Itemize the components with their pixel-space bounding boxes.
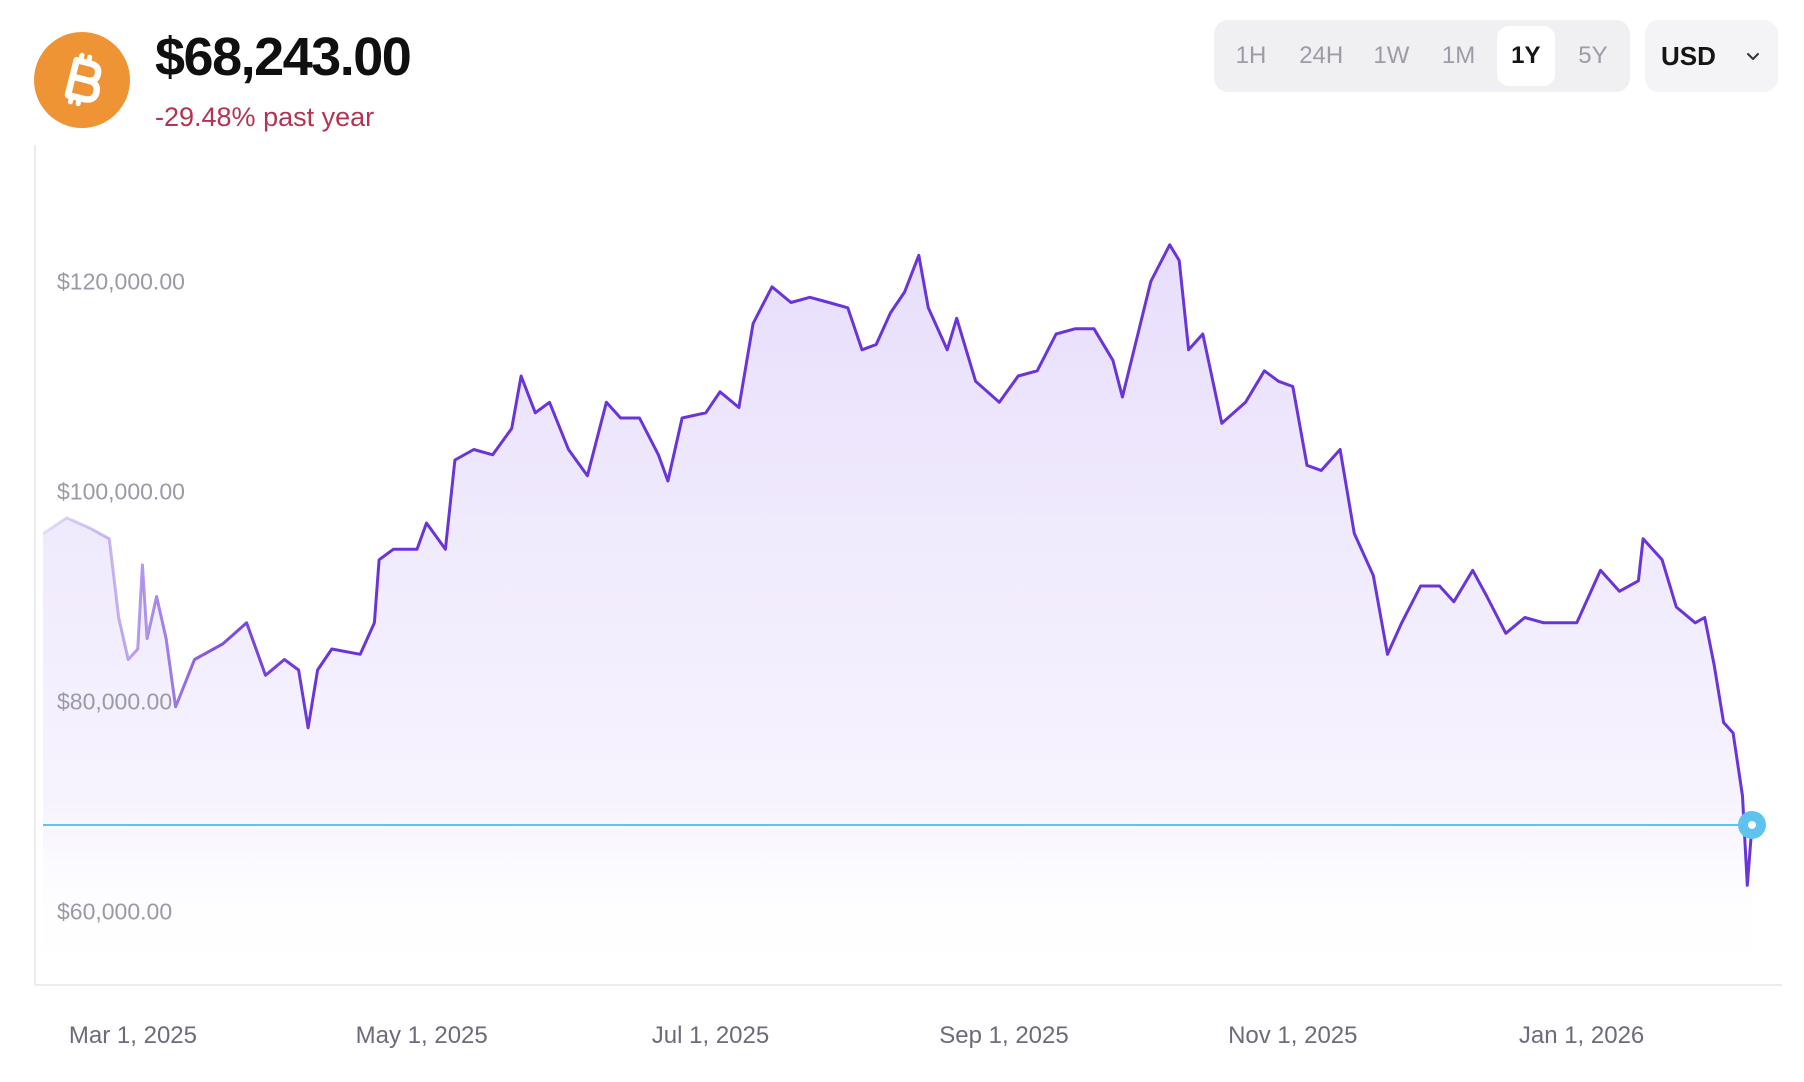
range-1h-button[interactable]: 1H	[1235, 42, 1267, 69]
x-axis-tick-label: Sep 1, 2025	[939, 1022, 1068, 1049]
currency-label: USD	[1661, 40, 1716, 71]
range-1m-button[interactable]: 1M	[1441, 42, 1476, 69]
y-axis-tick-label: $120,000.00	[57, 269, 185, 295]
range-1w-button[interactable]: 1W	[1373, 42, 1410, 69]
y-axis-tick-label: $60,000.00	[57, 899, 172, 925]
y-axis-tick-label: $80,000.00	[57, 689, 172, 715]
x-axis-tick-label: Jan 1, 2026	[1519, 1022, 1644, 1049]
price-area-fill	[43, 244, 1752, 986]
range-5y-button[interactable]: 5Y	[1578, 42, 1608, 69]
price-change-label: -29.48% past year	[155, 102, 375, 132]
time-range-selector: 1H 24H 1W 1M 1Y 5Y	[1214, 20, 1630, 92]
range-1y-button[interactable]: 1Y	[1496, 26, 1555, 86]
current-price-marker-center	[1748, 820, 1756, 829]
currency-selector[interactable]: USD	[1645, 20, 1778, 92]
y-axis-tick-label: $100,000.00	[57, 479, 185, 505]
x-axis-tick-label: Mar 1, 2025	[69, 1022, 197, 1049]
x-axis-tick-label: Jul 1, 2025	[652, 1022, 769, 1049]
x-axis-tick-label: Nov 1, 2025	[1228, 1022, 1357, 1049]
current-price: $68,243.00	[155, 27, 412, 87]
price-line	[42, 243, 1754, 887]
x-axis-tick-label: May 1, 2025	[356, 1022, 488, 1049]
range-24h-button[interactable]: 24H	[1299, 42, 1344, 69]
bitcoin-icon	[34, 32, 130, 128]
chevron-down-icon	[1744, 47, 1762, 65]
